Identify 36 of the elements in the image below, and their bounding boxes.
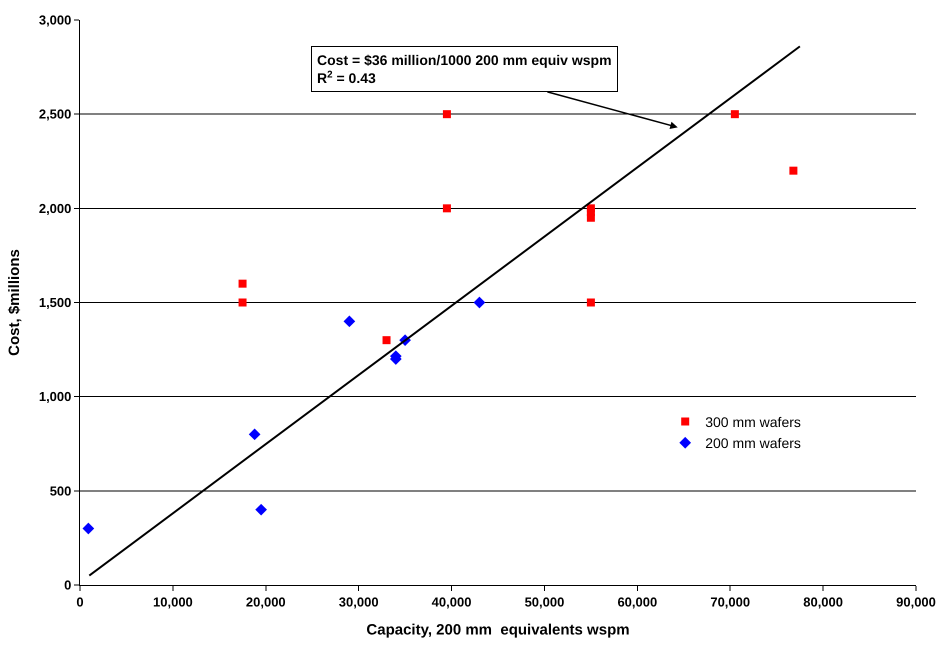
y-tick-label: 2,000 xyxy=(38,200,72,216)
legend-label: 300 mm wafers xyxy=(705,414,801,430)
point xyxy=(586,298,595,306)
x-tick-label: 90,000 xyxy=(896,594,936,610)
point xyxy=(344,315,356,328)
point xyxy=(442,110,451,118)
x-tick-label: 40,000 xyxy=(432,594,472,610)
x-tick-label: 50,000 xyxy=(524,594,564,610)
point xyxy=(382,336,391,344)
point xyxy=(474,296,486,308)
y-tick-label: 0 xyxy=(64,578,72,593)
point xyxy=(730,110,739,118)
point xyxy=(255,504,267,516)
x-axis-title: Capacity, 200 mm equivalents wspm xyxy=(366,622,630,639)
point xyxy=(248,428,260,440)
point xyxy=(789,166,798,175)
x-tick-label: 80,000 xyxy=(803,594,843,610)
x-tick-label: 70,000 xyxy=(710,594,750,610)
y-tick-label: 3,000 xyxy=(38,12,72,28)
point xyxy=(586,214,595,222)
x-tick-label: 10,000 xyxy=(153,594,193,610)
y-tick-label: 1,500 xyxy=(38,295,72,310)
point xyxy=(82,522,94,534)
point xyxy=(238,298,247,306)
y-tick-label: 1,000 xyxy=(38,389,72,404)
point xyxy=(442,204,451,212)
annotation: Cost = $36 million/1000 200 mm equiv wspm R$^{2}$ = 0.43 xyxy=(317,52,612,86)
legend-label: 200 mm wafers xyxy=(705,435,801,452)
x-tick-label: 20,000 xyxy=(246,594,286,610)
x-tick-label: 0 xyxy=(76,594,84,610)
x-tick-label: 60,000 xyxy=(617,594,658,610)
x-tick-label: 30,000 xyxy=(338,594,379,610)
y-axis-title: Cost, $millions xyxy=(6,249,24,356)
y-tick-label: 2,500 xyxy=(38,106,72,122)
point xyxy=(238,280,247,288)
y-tick-label: 500 xyxy=(50,483,72,498)
